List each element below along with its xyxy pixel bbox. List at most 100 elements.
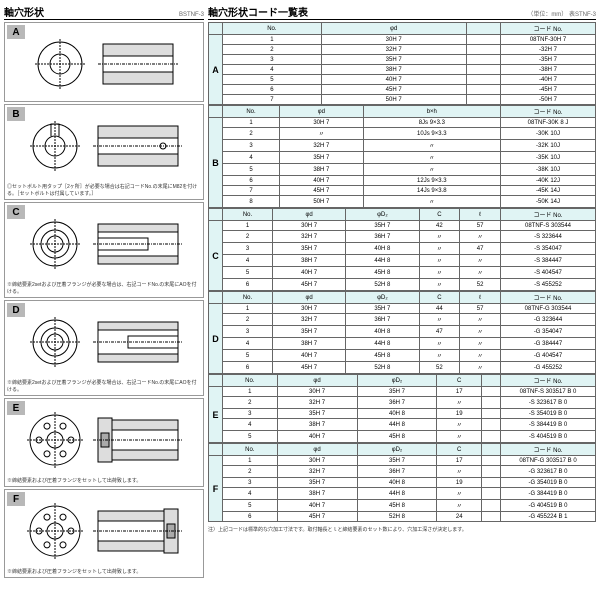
section-E: E※締結要素および圧着フランジをセットして出荷致します。 (4, 398, 204, 487)
table-row: F130H 735H 71708TNF-G 303517 B 0 (209, 456, 596, 466)
group-label: B (209, 118, 223, 208)
table-F: No.φdφD₂Cコード No.F130H 735H 71708TNF-G 30… (208, 443, 596, 522)
right-column: 軸穴形状コード一覧表 （単位：mm） 表STNF-3 No.φdコード No.A… (208, 4, 596, 596)
cell: 14Js 9×3.8 (363, 186, 500, 196)
cell: 8Js 9×3.3 (363, 118, 500, 128)
cell: 38H 7 (273, 255, 346, 267)
table-row: C130H 735H 7425708TNF-S 303544 (209, 221, 596, 231)
cell: 5 (223, 75, 322, 85)
cell: -S 455252 (501, 279, 596, 291)
section-label: F (7, 492, 25, 506)
section-note: ※締結要素2setおよび圧着フランジが必要な場合は、右記コードNo.の末尾にAO… (7, 379, 201, 393)
cell: 38H 7 (277, 488, 357, 500)
cell: -S 354019 B 0 (501, 409, 596, 419)
section-note: ◎セットボルト用タップ［2ヶ所］が必要な場合は右記コードNo.の末尾にM82を付… (7, 183, 201, 197)
left-column: 軸穴形状 BSTNF-3 AB◎セットボルト用タップ［2ヶ所］が必要な場合は右記… (4, 4, 204, 596)
diagram-E (7, 405, 201, 475)
cell: 45H 7 (280, 186, 364, 196)
col-header: φD₂ (357, 375, 437, 387)
cell: 4 (223, 152, 280, 164)
cell: 3 (223, 326, 273, 338)
cell: 32H 7 (273, 231, 346, 243)
cell: 〃 (460, 314, 501, 326)
cell: 4 (223, 65, 322, 75)
cell: 45H 7 (273, 279, 346, 291)
cell: 〃 (437, 488, 481, 500)
cell: 〃 (363, 196, 500, 208)
cell: 30H 7 (277, 456, 357, 466)
table-row: 438H 744H 8〃-G 384419 B 0 (209, 488, 596, 500)
cell: 08TNF-30H 7 (501, 35, 596, 45)
cell: 2 (223, 45, 322, 55)
cell: 1 (223, 118, 280, 128)
table-row: 438H 7-38H 7 (209, 65, 596, 75)
col-header: コード No. (501, 209, 596, 221)
cell: 4 (223, 488, 278, 500)
col-header: φd (277, 444, 357, 456)
cell (466, 45, 500, 55)
table-row: 232H 736H 7〃〃-G 323644 (209, 314, 596, 326)
cell: 6 (223, 176, 280, 186)
cell: 35H 7 (277, 409, 357, 419)
cell: 3 (223, 243, 273, 255)
cell: -G 323644 (501, 314, 596, 326)
cell: -G 455224 B 1 (501, 512, 596, 522)
cell: 19 (437, 409, 481, 419)
table-row: 645H 752H 824-G 455224 B 1 (209, 512, 596, 522)
cell: -50H 7 (501, 95, 596, 105)
cell: 5 (223, 164, 280, 176)
cell: -50K 14J (501, 196, 596, 208)
cell: -S 384419 B 0 (501, 419, 596, 431)
table-row: 232H 736H 7〃-S 323617 B 0 (209, 397, 596, 409)
cell: 45H 8 (346, 350, 419, 362)
cell (466, 65, 500, 75)
section-label: C (7, 205, 25, 219)
cell: 3 (223, 478, 278, 488)
cell: -40K 12J (501, 176, 596, 186)
table-row: D130H 735H 7445708TNF-G 303544 (209, 304, 596, 314)
cell: 52H 8 (346, 362, 419, 374)
diagram-C (7, 209, 201, 279)
cell: -G 404547 (501, 350, 596, 362)
cell: -45K 14J (501, 186, 596, 196)
table-row: 640H 712Js 9×3.3-40K 12J (209, 176, 596, 186)
group-label: C (209, 221, 223, 291)
col-header: C (437, 444, 481, 456)
diagram-B (7, 111, 201, 181)
cell (481, 397, 500, 409)
table-row: 850H 7〃-50K 14J (209, 196, 596, 208)
cell: 32H 7 (277, 466, 357, 478)
diagram-F (7, 496, 201, 566)
table-E: No.φdφD₂Cコード No.E130H 735H 71708TNF-S 30… (208, 374, 596, 443)
group-label: D (209, 304, 223, 374)
cell: 30H 7 (273, 304, 346, 314)
cell: 35H 7 (357, 456, 437, 466)
group-label: F (209, 456, 223, 522)
table-row: B130H 78Js 9×3.308TNF-30K 8 J (209, 118, 596, 128)
cell: 30H 7 (280, 118, 364, 128)
section-note: ※締結要素および圧着フランジをセットして出荷致します。 (7, 568, 201, 575)
cell: 38H 7 (321, 65, 466, 75)
cell: 35H 7 (277, 478, 357, 488)
cell: 36H 7 (346, 231, 419, 243)
table-row: 435H 7〃-35K 10J (209, 152, 596, 164)
table-row: E130H 735H 71708TNF-S 303517 B 0 (209, 387, 596, 397)
section-D: D※締結要素2setおよび圧着フランジが必要な場合は、右記コードNo.の末尾にA… (4, 300, 204, 396)
cell: 〃 (419, 267, 460, 279)
cell: 〃 (363, 140, 500, 152)
cell (466, 35, 500, 45)
cell (481, 409, 500, 419)
cell: 35H 7 (346, 221, 419, 231)
cell: 〃 (437, 419, 481, 431)
cell: -G 455252 (501, 362, 596, 374)
table-row: 750H 7-50H 7 (209, 95, 596, 105)
cell: 50H 7 (280, 196, 364, 208)
cell: 40H 8 (357, 409, 437, 419)
cell: 38H 7 (277, 419, 357, 431)
cell: 8 (223, 196, 280, 208)
cell (481, 488, 500, 500)
cell: 〃 (460, 326, 501, 338)
cell (466, 85, 500, 95)
right-unit: （単位：mm） 表STNF-3 (527, 9, 596, 18)
cell: -G 384447 (501, 338, 596, 350)
